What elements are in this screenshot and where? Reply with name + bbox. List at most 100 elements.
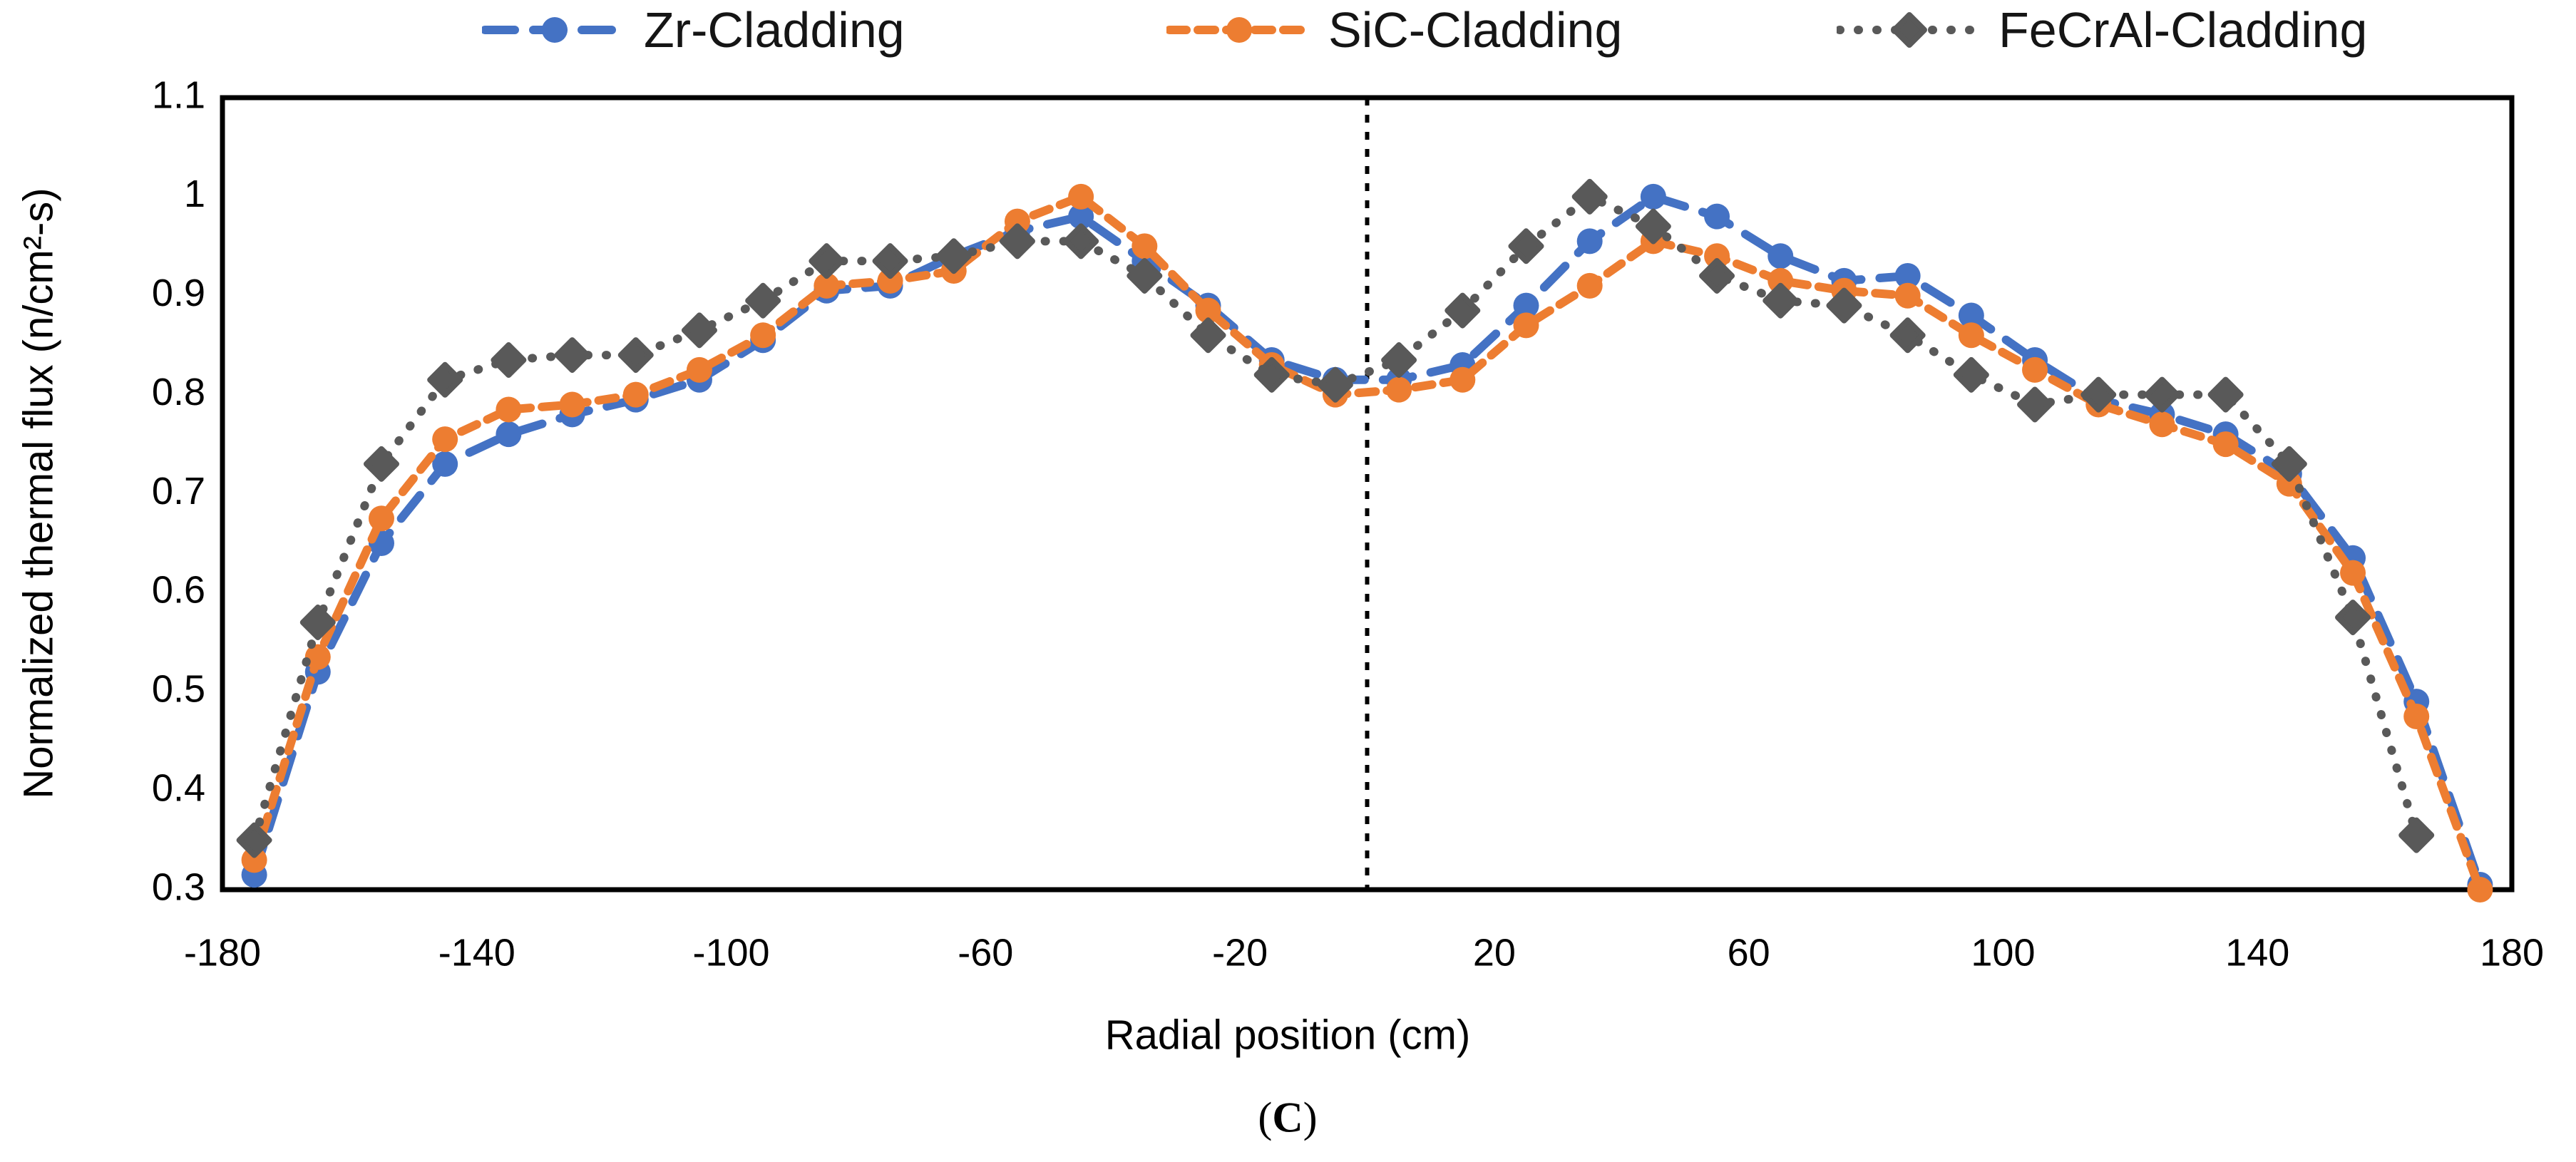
legend-label-fecral: FeCrAl-Cladding	[1998, 2, 2368, 58]
data-point-fecral	[1762, 282, 1799, 319]
series-fecral	[236, 178, 2435, 858]
data-point-fecral	[2398, 817, 2435, 853]
data-point-sic	[2467, 877, 2493, 903]
data-point-fecral	[1635, 208, 1671, 245]
series-sic	[241, 183, 2493, 903]
x-tick-label: -100	[693, 931, 770, 974]
data-point-fecral	[1699, 257, 1735, 294]
x-tick-label: -20	[1212, 931, 1268, 974]
plot-frame	[220, 95, 2515, 893]
legend-sample-marker-zr	[542, 17, 568, 43]
data-point-sic	[559, 391, 585, 418]
data-point-fecral	[617, 337, 654, 374]
data-point-fecral	[1508, 228, 1544, 264]
fecral-line-sample-icon	[1837, 12, 1983, 48]
data-point-zr	[1576, 228, 1603, 254]
data-point-fecral	[236, 822, 272, 858]
data-point-fecral	[1127, 257, 1163, 294]
data-point-sic	[622, 381, 649, 408]
data-point-fecral	[745, 282, 781, 319]
data-point-sic	[1894, 282, 1921, 309]
y-tick-label: 0.6	[152, 569, 205, 612]
data-point-sic	[1704, 243, 1730, 269]
data-point-fecral	[1953, 356, 1989, 393]
data-point-sic	[368, 505, 394, 532]
legend-sample-marker-sic	[1226, 17, 1252, 43]
figure-caption: (C)	[1258, 1094, 1317, 1143]
y-tick-label: 0.5	[152, 668, 205, 711]
data-point-sic	[1068, 183, 1094, 210]
data-point-sic	[1449, 366, 1476, 393]
data-point-fecral	[1826, 287, 1862, 324]
data-point-sic	[2022, 356, 2048, 383]
data-point-zr	[432, 451, 458, 477]
data-point-sic	[1958, 322, 1984, 349]
data-point-sic	[877, 267, 903, 294]
zr-line-sample-icon	[482, 17, 628, 43]
series-line-zr	[250, 192, 2485, 890]
x-axis-title: Radial position (cm)	[1104, 1012, 1471, 1059]
caption-letter: C	[1272, 1094, 1303, 1141]
data-point-fecral	[2207, 376, 2244, 413]
x-tick-label: 180	[2480, 931, 2544, 974]
x-tick-label: 60	[1728, 931, 1770, 974]
data-point-zr	[1767, 243, 1794, 269]
data-point-fecral	[427, 361, 463, 398]
data-point-sic	[2212, 431, 2239, 458]
data-point-sic	[1513, 312, 1539, 339]
data-point-fecral	[2335, 600, 2371, 636]
data-point-zr	[1513, 292, 1539, 319]
data-point-sic	[432, 426, 458, 453]
x-tick-label: 20	[1473, 931, 1516, 974]
data-point-sic	[1132, 233, 1158, 259]
data-point-fecral	[363, 446, 399, 482]
data-point-zr	[1640, 183, 1666, 210]
data-point-fecral	[809, 243, 845, 279]
data-point-sic	[2340, 560, 2366, 586]
data-point-sic	[496, 396, 522, 423]
y-tick-label: 0.8	[152, 371, 205, 413]
y-tick-label: 0.7	[152, 470, 205, 513]
data-point-sic	[814, 272, 840, 299]
data-point-fecral	[299, 605, 336, 641]
x-tick-label: -140	[438, 931, 515, 974]
legend-sample-marker-fecral	[1892, 12, 1927, 48]
x-tick-label: 100	[1971, 931, 2035, 974]
data-point-fecral	[999, 223, 1035, 259]
y-tick-label: 1.1	[152, 73, 205, 116]
data-point-sic	[750, 322, 776, 349]
data-point-fecral	[2271, 446, 2307, 482]
x-tick-label: -60	[958, 931, 1013, 974]
data-point-sic	[2149, 411, 2175, 438]
data-point-sic	[686, 356, 712, 383]
caption-paren-close: )	[1303, 1094, 1318, 1141]
data-point-fecral	[1063, 223, 1099, 259]
caption-paren-open: (	[1258, 1094, 1273, 1141]
data-point-sic	[1004, 208, 1030, 235]
data-point-zr	[496, 421, 522, 448]
chart-legend: Zr-Cladding SiC-Cladding FeCrAl-Cladding	[0, 0, 2576, 60]
data-point-fecral	[1889, 317, 1926, 354]
data-point-sic	[241, 847, 267, 873]
data-point-sic	[1576, 272, 1603, 299]
data-point-zr	[1704, 203, 1730, 230]
data-point-sic	[1195, 297, 1221, 324]
data-point-fecral	[935, 238, 972, 274]
data-point-fecral	[1317, 366, 1353, 403]
data-point-fecral	[1444, 292, 1481, 329]
data-point-fecral	[1381, 342, 1417, 379]
legend-item-sic: SiC-Cladding	[1166, 3, 1622, 57]
data-point-fecral	[554, 337, 590, 374]
data-point-sic	[1767, 267, 1794, 294]
data-point-sic	[1386, 376, 1412, 403]
x-tick-label: -180	[184, 931, 261, 974]
data-point-zr	[1894, 262, 1921, 289]
data-point-zr	[1958, 302, 1984, 329]
data-point-sic	[2403, 703, 2430, 729]
data-point-sic	[304, 644, 331, 670]
y-tick-label: 0.3	[152, 865, 205, 908]
data-point-fecral	[2144, 376, 2180, 413]
x-tick-label: 140	[2225, 931, 2289, 974]
